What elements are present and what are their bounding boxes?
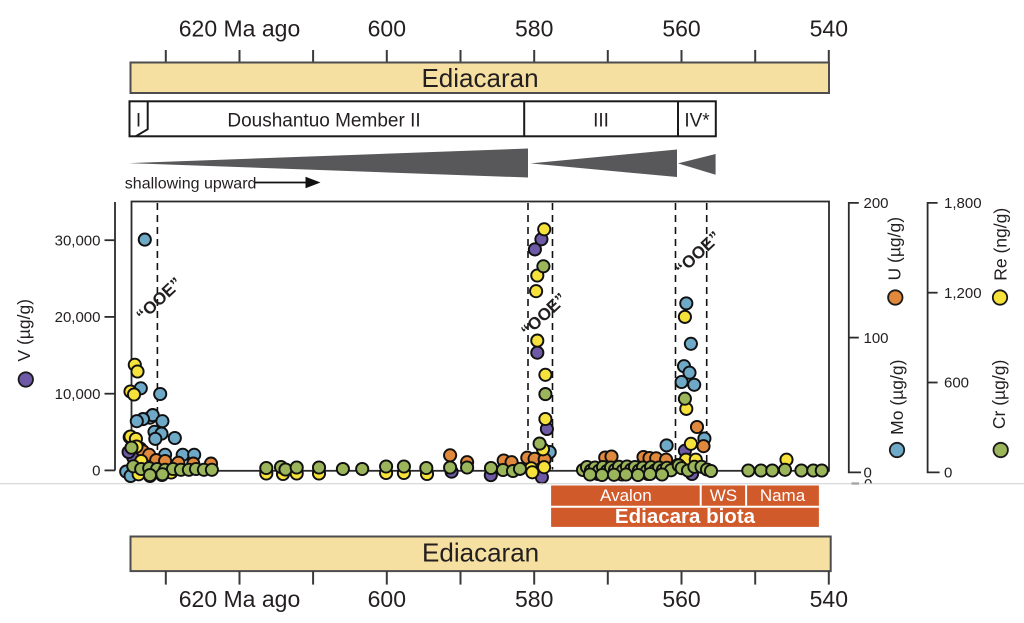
svg-text:0: 0 [944,465,952,482]
svg-text:100: 100 [864,330,889,347]
svg-text:540: 540 [810,16,848,42]
svg-text:600: 600 [368,16,406,42]
svg-text:0: 0 [864,465,872,482]
svg-text:Ediacaran: Ediacaran [421,63,538,93]
svg-text:Ediacaran: Ediacaran [422,538,539,568]
svg-text:620 Ma ago: 620 Ma ago [179,586,300,612]
svg-text:U (µg/g): U (µg/g) [884,217,904,281]
svg-text:30,000: 30,000 [55,232,101,249]
svg-text:Doushantuo Member II: Doushantuo Member II [227,111,420,132]
svg-text:580: 580 [515,586,553,612]
svg-text:620 Ma ago: 620 Ma ago [179,16,300,42]
svg-text:Avalon: Avalon [600,486,652,505]
svg-text:200: 200 [864,195,889,212]
svg-text:Nama: Nama [760,486,806,505]
svg-text:Re (ng/g): Re (ng/g) [990,208,1010,281]
svg-text:10,000: 10,000 [55,386,101,403]
svg-text:1,800: 1,800 [944,195,982,212]
svg-text:580: 580 [515,16,553,42]
svg-text:600: 600 [944,375,969,392]
svg-text:IV*: IV* [684,111,710,132]
svg-text:V (µg/g): V (µg/g) [14,299,34,362]
svg-text:600: 600 [368,586,406,612]
svg-text:0: 0 [864,476,872,493]
svg-text:540: 540 [810,586,848,612]
svg-text:I: I [136,111,141,132]
svg-text:III: III [593,111,609,132]
svg-text:0: 0 [92,463,100,480]
svg-text:560: 560 [662,16,700,42]
svg-text:WS: WS [710,486,737,505]
svg-text:560: 560 [662,586,700,612]
svg-text:shallowing upward: shallowing upward [125,175,257,192]
svg-text:20,000: 20,000 [55,309,101,326]
svg-text:Mo (µg/g): Mo (µg/g) [887,360,907,435]
svg-text:Cr (µg/g): Cr (µg/g) [989,360,1009,429]
svg-text:1,200: 1,200 [944,285,982,302]
svg-text:Ediacara biota: Ediacara biota [615,505,756,528]
